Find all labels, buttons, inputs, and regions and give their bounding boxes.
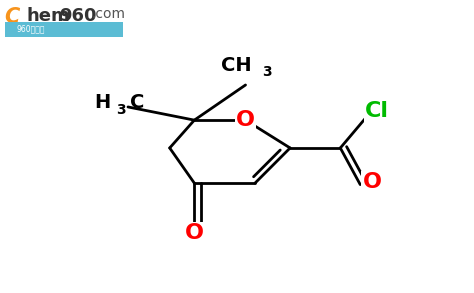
Text: 3: 3 bbox=[262, 65, 272, 79]
Text: H: H bbox=[94, 93, 110, 112]
Text: 960化工网: 960化工网 bbox=[17, 25, 45, 34]
Bar bbox=[5, 22, 123, 37]
Text: O: O bbox=[185, 223, 204, 243]
Text: O: O bbox=[236, 110, 255, 130]
Text: O: O bbox=[363, 172, 382, 192]
Text: hem: hem bbox=[26, 7, 70, 25]
Text: .com: .com bbox=[91, 7, 126, 21]
Text: Cl: Cl bbox=[365, 101, 389, 121]
Text: 960: 960 bbox=[59, 7, 97, 25]
Text: C: C bbox=[5, 7, 20, 27]
Text: 3: 3 bbox=[116, 103, 126, 117]
Text: CH: CH bbox=[221, 57, 251, 75]
Text: C: C bbox=[130, 93, 145, 112]
